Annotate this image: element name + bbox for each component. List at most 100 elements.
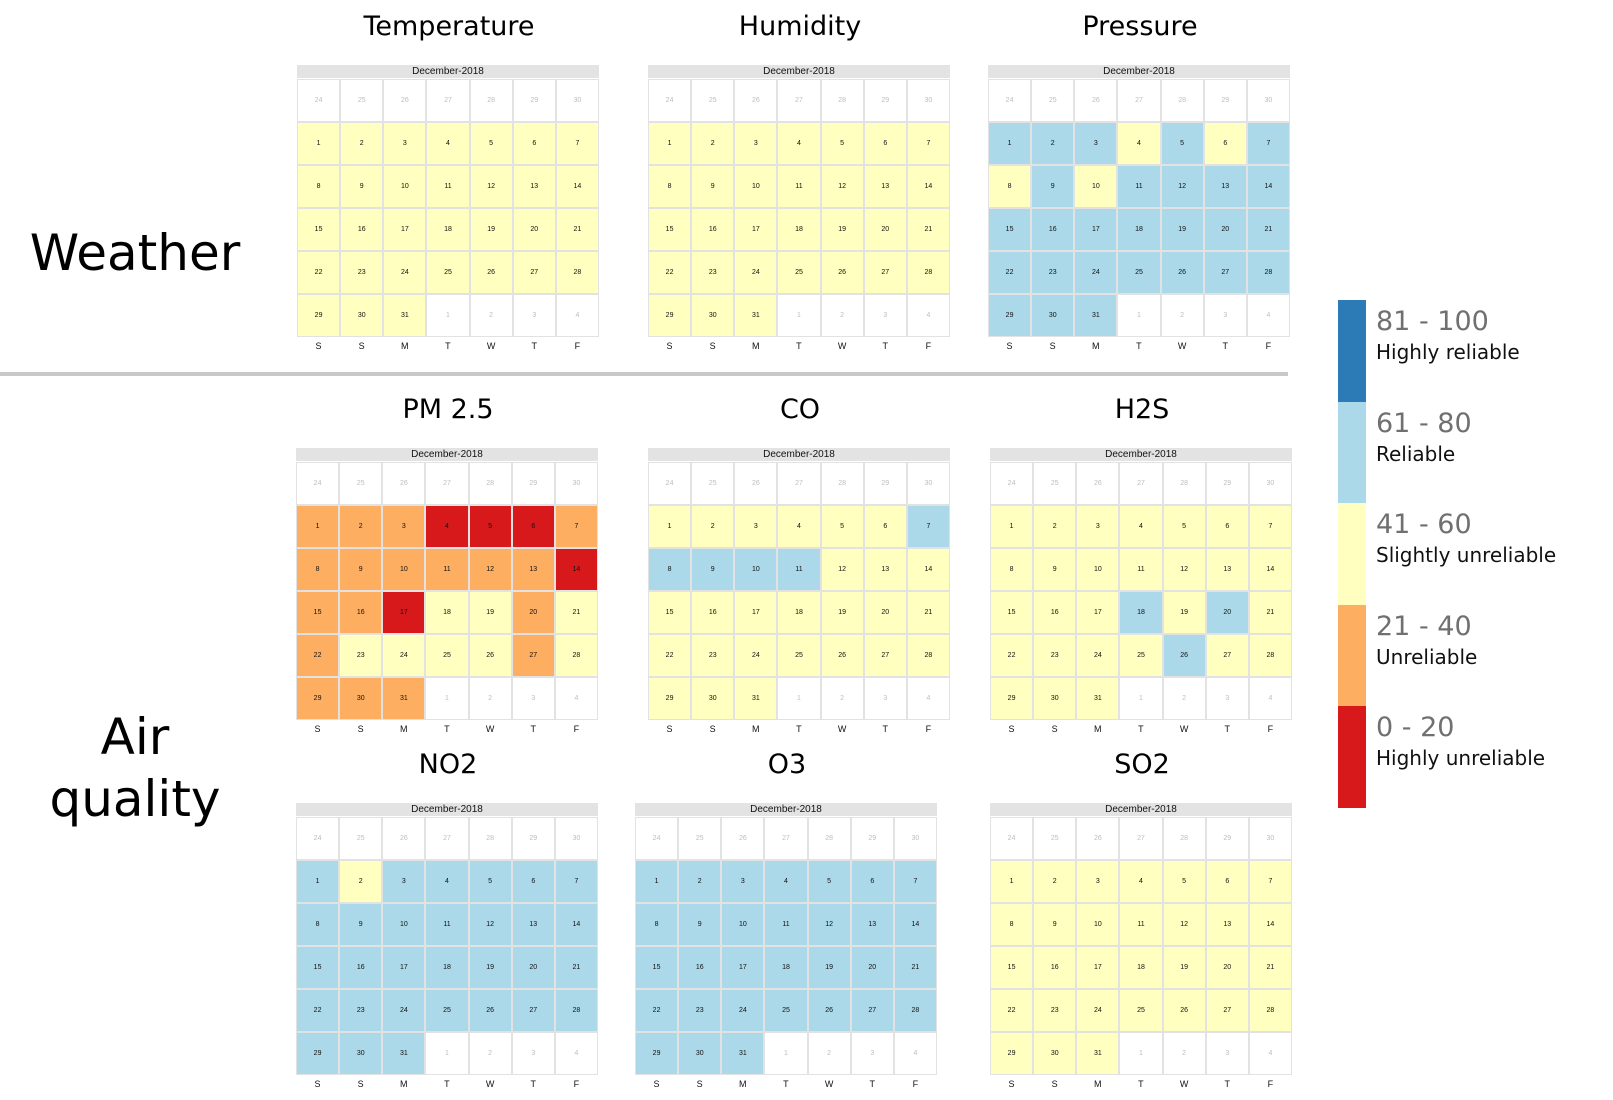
- month-header: December-2018: [635, 803, 937, 816]
- day-cell: 24: [383, 251, 427, 294]
- day-cell: 19: [468, 946, 512, 989]
- day-cell: 11: [1119, 548, 1163, 591]
- day-cell: 13: [511, 903, 555, 946]
- weekday-label: S: [696, 1079, 703, 1089]
- day-cell-prev: 27: [1119, 462, 1163, 505]
- day-cell: 16: [678, 946, 722, 989]
- day-cell: 12: [807, 903, 851, 946]
- day-cell-next: 2: [1162, 677, 1206, 720]
- day-cell: 16: [339, 946, 383, 989]
- day-cell: 23: [340, 251, 384, 294]
- day-cell-next: 2: [807, 1032, 851, 1075]
- day-cell-prev: 24: [296, 462, 340, 505]
- day-cell: 17: [383, 208, 427, 251]
- weekday-label: F: [1267, 724, 1274, 734]
- day-cell: 27: [511, 989, 555, 1032]
- day-cell-next: 3: [512, 294, 556, 337]
- day-cell: 6: [1205, 860, 1249, 903]
- day-cell: 12: [1162, 903, 1206, 946]
- weekday-label: T: [1222, 341, 1228, 351]
- day-cell: 31: [383, 294, 427, 337]
- day-cell: 23: [339, 634, 383, 677]
- day-cell-prev: 27: [425, 817, 469, 860]
- weekday-label: T: [1224, 1079, 1230, 1089]
- day-cell: 4: [777, 122, 821, 165]
- day-cell-prev: 26: [382, 462, 426, 505]
- weekday-label: T: [444, 724, 450, 734]
- day-cell-next: 4: [906, 677, 950, 720]
- day-cell: 19: [468, 591, 512, 634]
- day-cell-next: 2: [468, 677, 512, 720]
- day-cell-prev: 26: [382, 817, 426, 860]
- day-cell: 25: [777, 634, 821, 677]
- weekday-label: F: [574, 341, 581, 351]
- weekday-label: S: [1049, 341, 1056, 351]
- weekday-label: M: [1094, 724, 1102, 734]
- weekday-label: T: [1224, 724, 1230, 734]
- calendar-co: CO December-2018 24 25 26 27 28 29 30 1 2 3 4 5 6 7 8 9 10…: [646, 393, 954, 734]
- weekday-label: S: [358, 341, 365, 351]
- day-cell: 25: [425, 989, 469, 1032]
- day-cell-prev: 29: [512, 79, 556, 122]
- day-cell: 31: [734, 677, 778, 720]
- day-cell: 27: [1203, 251, 1247, 294]
- day-cell-prev: 27: [1119, 817, 1163, 860]
- day-cell: 10: [382, 903, 426, 946]
- day-cell-next: 3: [850, 1032, 894, 1075]
- month-header: December-2018: [296, 803, 598, 816]
- weekday-label: T: [531, 341, 537, 351]
- legend-label: Reliable: [1376, 441, 1456, 466]
- weekday-label: S: [314, 724, 321, 734]
- day-cell: 20: [512, 208, 556, 251]
- day-cell-prev: 26: [383, 79, 427, 122]
- day-cell-prev: 28: [1162, 462, 1206, 505]
- weekday-label: T: [444, 1079, 450, 1089]
- day-cell: 26: [1160, 251, 1204, 294]
- day-cell: 6: [511, 860, 555, 903]
- day-cell-next: 1: [764, 1032, 808, 1075]
- day-cell: 3: [382, 860, 426, 903]
- day-cell: 10: [383, 165, 427, 208]
- day-cell: 25: [777, 251, 821, 294]
- day-cell: 18: [1119, 591, 1163, 634]
- day-cell-prev: 25: [339, 462, 383, 505]
- day-cell: 1: [635, 860, 679, 903]
- day-cell-prev: 24: [648, 462, 692, 505]
- day-cell: 18: [425, 946, 469, 989]
- day-cell: 29: [296, 677, 340, 720]
- weekday-label: W: [837, 341, 847, 351]
- day-cell: 30: [340, 294, 384, 337]
- day-cell: 10: [734, 548, 778, 591]
- day-cell: 22: [990, 634, 1034, 677]
- calendar-title: O3: [767, 749, 807, 780]
- day-cell: 19: [1162, 946, 1206, 989]
- day-cell-next: 4: [1248, 1032, 1292, 1075]
- day-cell: 13: [863, 548, 907, 591]
- day-cell-prev: 26: [721, 817, 765, 860]
- weekday-label: F: [912, 1079, 919, 1089]
- day-cell: 19: [469, 208, 513, 251]
- day-cell: 5: [807, 860, 851, 903]
- reliability-legend: 81 - 100 Highly reliable 61 - 80 Reliable 41…: [1338, 300, 1598, 808]
- weekday-label: M: [752, 724, 760, 734]
- day-cell: 26: [820, 251, 864, 294]
- day-cell-prev: 24: [297, 79, 341, 122]
- day-cell: 20: [511, 946, 555, 989]
- day-cell-prev: 25: [339, 817, 383, 860]
- day-cell-next: 2: [1162, 1032, 1206, 1075]
- day-cell: 2: [691, 122, 735, 165]
- day-cell: 18: [764, 946, 808, 989]
- day-cell-next: 4: [555, 294, 599, 337]
- day-cell-next: 3: [1205, 677, 1249, 720]
- day-cell: 9: [1031, 165, 1075, 208]
- day-cell-prev: 30: [555, 79, 599, 122]
- day-cell: 26: [468, 989, 512, 1032]
- day-cell-prev: 30: [554, 462, 598, 505]
- day-cell: 8: [990, 548, 1034, 591]
- day-cell-prev: 27: [425, 462, 469, 505]
- legend-range: 41 - 60: [1376, 509, 1472, 541]
- weekday-label: F: [1265, 341, 1272, 351]
- weekday-label: T: [1136, 341, 1142, 351]
- weekday-label: F: [925, 341, 932, 351]
- day-cell: 14: [1248, 903, 1292, 946]
